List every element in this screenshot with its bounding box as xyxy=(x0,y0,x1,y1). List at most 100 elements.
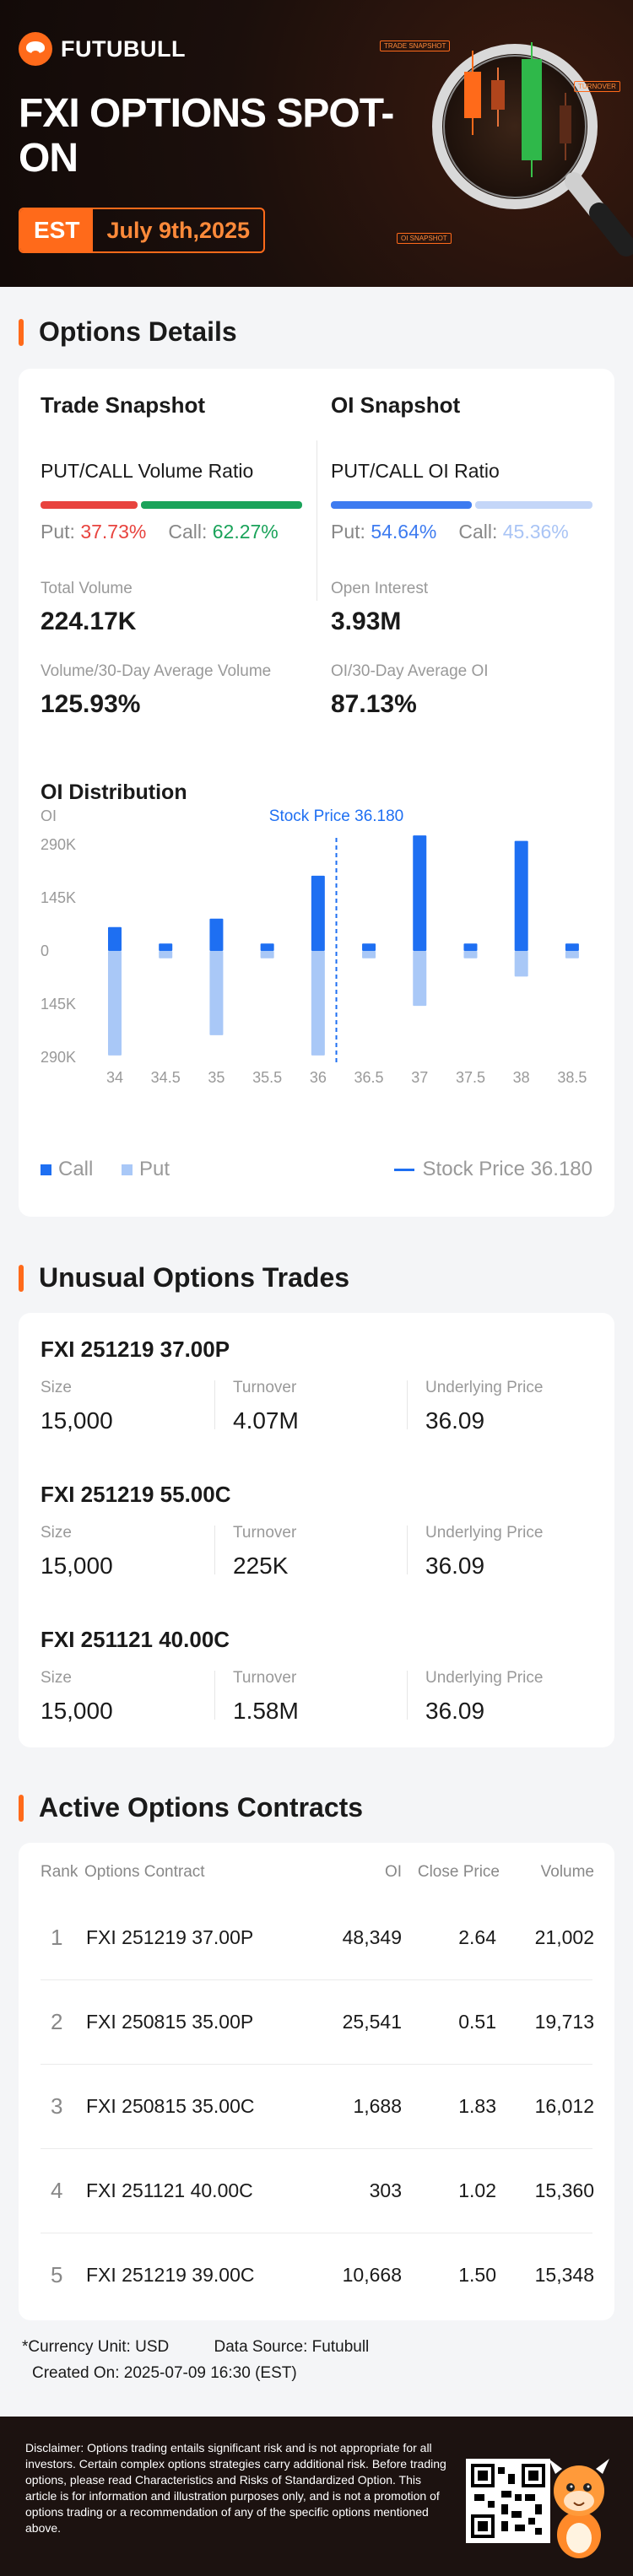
header-oi: OI xyxy=(384,1863,402,1881)
header-volume: Volume xyxy=(540,1863,594,1881)
page-title: FXI OPTIONS SPOT-ON xyxy=(19,91,394,181)
trade-contract-name: FXI 251121 40.00C xyxy=(41,1627,230,1652)
row-divider xyxy=(41,2064,592,2065)
row-volume: 15,348 xyxy=(534,2264,594,2286)
report-date: July 9th,2025 xyxy=(106,218,251,243)
column-divider xyxy=(214,1671,215,1720)
unusual-trade-item[interactable]: FXI 251121 40.00C Size 15,000 Turnover 1.5… xyxy=(41,1627,598,1753)
trade-size: Size 15,000 xyxy=(41,1524,113,1579)
row-contract: FXI 251219 37.00P xyxy=(86,1926,254,1948)
y-tick-label: 290K xyxy=(41,836,76,853)
volume-ratio-bar xyxy=(41,501,302,509)
trade-contract-name: FXI 251219 55.00C xyxy=(41,1482,231,1507)
hero-tag: TURNOVER xyxy=(574,81,620,92)
put-bar xyxy=(159,951,173,959)
call-bar xyxy=(565,943,579,951)
y-tick-label: 290K xyxy=(41,1049,76,1066)
legend-stock-line xyxy=(393,1169,414,1172)
trade-contract-name: FXI 251219 37.00P xyxy=(41,1337,230,1362)
row-contract: FXI 250815 35.00C xyxy=(86,2095,255,2117)
hero-banner: FUTUBULL FXI OPTIONS SPOT-ON EST July 9t… xyxy=(0,0,633,287)
legend-stock-price: Stock Price 36.180 xyxy=(393,1158,592,1181)
x-tick-label: 34 xyxy=(106,1069,123,1086)
x-tick-label: 35.5 xyxy=(252,1069,282,1086)
row-contract: FXI 250815 35.00P xyxy=(86,2011,254,2033)
unusual-trade-item[interactable]: FXI 251219 55.00C Size 15,000 Turnover 225… xyxy=(41,1482,598,1608)
call-bar xyxy=(463,943,478,951)
table-row[interactable]: 3 FXI 250815 35.00C 1,688 1.83 16,012 xyxy=(19,2064,614,2148)
table-header: Rank Options Contract OI Close Price Vol… xyxy=(19,1863,614,1888)
table-row[interactable]: 5 FXI 251219 39.00C 10,668 1.50 15,348 xyxy=(19,2233,614,2317)
qr-code-icon[interactable] xyxy=(466,2459,550,2543)
row-oi: 48,349 xyxy=(342,1926,402,1948)
x-tick-label: 35 xyxy=(208,1069,225,1086)
options-details-card: Trade Snapshot PUT/CALL Volume Ratio Put… xyxy=(19,369,614,1217)
row-oi: 25,541 xyxy=(342,2011,402,2033)
row-rank: 5 xyxy=(51,2262,63,2287)
trade-underlying: Underlying Price 36.09 xyxy=(425,1379,544,1434)
put-bar xyxy=(413,951,427,1007)
put-label: Put: xyxy=(41,521,75,543)
volume-avg-value: 125.93% xyxy=(41,690,141,718)
trade-turnover: Turnover 1.58M xyxy=(233,1669,299,1724)
call-oi-bar xyxy=(475,501,592,509)
row-oi: 1,688 xyxy=(353,2095,402,2117)
row-volume: 19,713 xyxy=(534,2011,594,2033)
unusual-trade-item[interactable]: FXI 251219 37.00P Size 15,000 Turnover 4.0… xyxy=(41,1337,598,1463)
call-bar xyxy=(311,875,325,951)
put-label: Put: xyxy=(331,521,365,543)
disclaimer-footer: Disclaimer: Options trading entails sign… xyxy=(0,2417,633,2576)
put-bar xyxy=(108,951,122,1056)
oi-ratio-label: PUT/CALL OI Ratio xyxy=(331,460,500,482)
oi-ratio-bar xyxy=(331,501,592,509)
y-axis-label: OI xyxy=(41,807,57,824)
table-row[interactable]: 2 FXI 250815 35.00P 25,541 0.51 19,713 xyxy=(19,1979,614,2064)
volume-ratio-values: Put: 37.73% Call: 62.27% xyxy=(41,521,279,543)
oi-avg-value: 87.13% xyxy=(331,690,417,718)
volume-ratio-label: PUT/CALL Volume Ratio xyxy=(41,460,254,482)
legend-call: Call xyxy=(41,1158,93,1181)
column-divider xyxy=(407,1671,408,1720)
table-row[interactable]: 1 FXI 251219 37.00P 48,349 2.64 21,002 xyxy=(19,1895,614,1979)
x-tick-label: 36.5 xyxy=(354,1069,384,1086)
brand-logo[interactable]: FUTUBULL xyxy=(19,32,186,66)
row-divider xyxy=(41,2148,592,2149)
table-row[interactable]: 4 FXI 251121 40.00C 303 1.02 15,360 xyxy=(19,2148,614,2233)
section-title: Options Details xyxy=(39,316,237,347)
row-contract: FXI 251121 40.00C xyxy=(86,2179,253,2201)
x-tick-label: 38.5 xyxy=(557,1069,587,1086)
total-volume-label: Total Volume xyxy=(41,580,133,597)
row-close-price: 1.83 xyxy=(458,2095,496,2117)
row-rank: 4 xyxy=(51,2178,63,2203)
put-volume-pct: 37.73% xyxy=(80,521,147,543)
call-bar xyxy=(413,835,427,951)
call-volume-pct: 62.27% xyxy=(212,521,279,543)
bull-logo-icon xyxy=(19,32,52,66)
y-tick-label: 0 xyxy=(41,942,49,959)
trade-underlying: Underlying Price 36.09 xyxy=(425,1524,544,1579)
section-header-unusual-trades: Unusual Options Trades xyxy=(19,1262,349,1293)
stock-price-label: Stock Price 36.180 xyxy=(269,807,403,825)
hero-tag: TRADE SNAPSHOT xyxy=(380,41,451,51)
row-close-price: 2.64 xyxy=(458,1926,496,1948)
call-bar xyxy=(209,918,224,951)
trade-size: Size 15,000 xyxy=(41,1669,113,1724)
legend-put-swatch xyxy=(122,1164,133,1176)
open-interest-value: 3.93M xyxy=(331,608,402,635)
currency-unit: *Currency Unit: USD xyxy=(22,2338,170,2356)
call-bar xyxy=(159,943,173,951)
timezone-label: EST xyxy=(20,209,94,251)
row-close-price: 1.02 xyxy=(458,2179,496,2201)
row-close-price: 1.50 xyxy=(458,2264,496,2286)
oi-avg-label: OI/30-Day Average OI xyxy=(331,662,489,680)
header-contract: Options Contract xyxy=(84,1863,205,1881)
put-oi-bar xyxy=(331,501,473,509)
date-chip: EST July 9th,2025 xyxy=(19,208,266,253)
volume-avg-label: Volume/30-Day Average Volume xyxy=(41,662,272,680)
row-close-price: 0.51 xyxy=(458,2011,496,2033)
row-divider xyxy=(41,1979,592,1980)
chart-title: OI Distribution xyxy=(41,780,187,804)
call-label: Call: xyxy=(458,521,498,543)
row-oi: 10,668 xyxy=(342,2264,402,2286)
section-title: Unusual Options Trades xyxy=(39,1262,350,1293)
